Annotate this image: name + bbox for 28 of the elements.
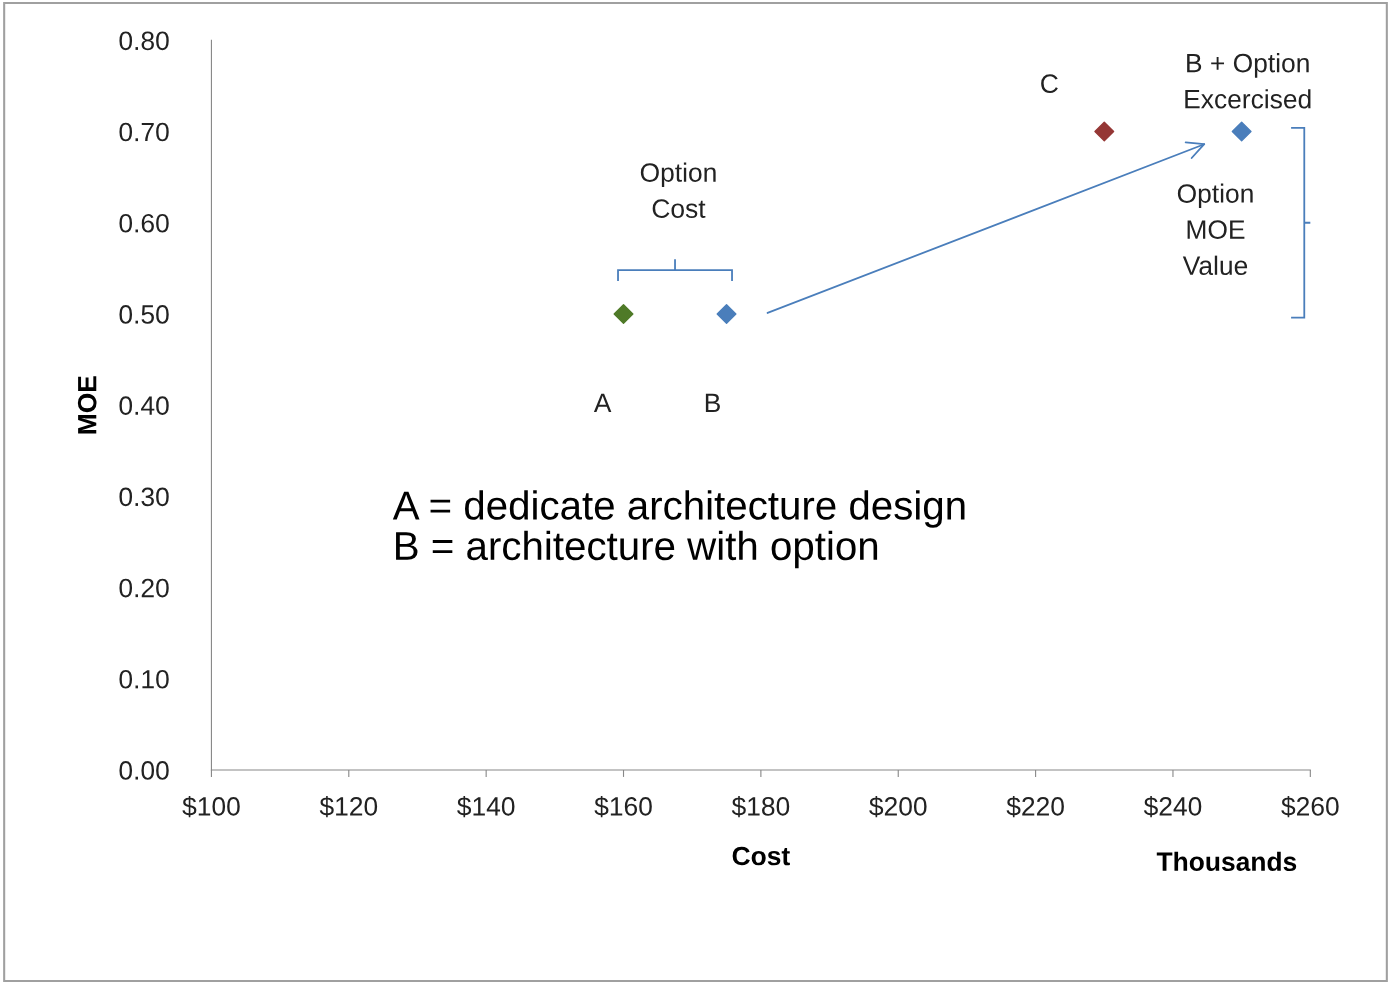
y-tick-label: 0.40: [119, 396, 169, 415]
annotation: B + Option Excercised: [1185, 53, 1311, 109]
x-tick-label: $180: [731, 795, 790, 818]
y-tick-label: 0.50: [119, 305, 169, 324]
y-axis-title: MOE: [77, 376, 97, 434]
annotation: A: [593, 393, 612, 412]
x-tick-label: $240: [1143, 795, 1202, 818]
text: Thousands: [1156, 851, 1297, 872]
annotation: Option Cost: [640, 162, 716, 218]
y-tick-label: 0.00: [119, 761, 169, 780]
x-tick-label: $140: [457, 795, 515, 818]
annotation: C: [1041, 74, 1058, 94]
x-tick-label: $120: [319, 795, 378, 818]
x-tick-label: $220: [1006, 795, 1064, 818]
y-tick-label: 0.30: [119, 487, 169, 507]
x-tick-label: $260: [1281, 795, 1339, 818]
y-tick-label: 0.80: [119, 31, 169, 51]
annotation: Option MOE Value: [1177, 183, 1253, 276]
y-tick-label: 0.10: [119, 669, 169, 689]
annotation: B: [705, 393, 720, 412]
x-tick-label: $100: [182, 795, 240, 818]
y-tick-label: 0.70: [119, 122, 169, 142]
x-axis-title: Cost: [732, 846, 790, 866]
x-tick-label: $200: [869, 795, 927, 818]
y-tick-label: 0.60: [119, 213, 169, 233]
x-tick-label: $160: [594, 795, 652, 818]
y-tick-label: 0.20: [119, 578, 169, 598]
annotation: A = dedicate architecture design B = architecture with option: [392, 490, 965, 569]
